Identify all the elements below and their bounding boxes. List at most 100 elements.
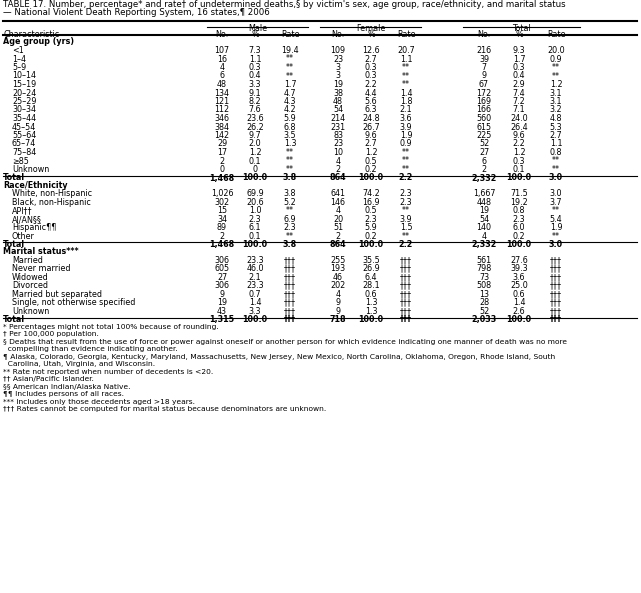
Text: 19: 19: [217, 298, 227, 307]
Text: 1.1: 1.1: [400, 55, 412, 63]
Text: 2.3: 2.3: [284, 223, 296, 232]
Text: 0.5: 0.5: [365, 157, 378, 165]
Text: 45–54: 45–54: [12, 123, 37, 132]
Text: 52: 52: [479, 139, 489, 148]
Text: **: **: [402, 148, 410, 157]
Text: 26.2: 26.2: [246, 123, 264, 132]
Text: %: %: [251, 30, 259, 39]
Text: ** Rate not reported when number of decedents is <20.: ** Rate not reported when number of dece…: [3, 369, 213, 375]
Text: 100.0: 100.0: [506, 240, 531, 249]
Text: **: **: [402, 232, 410, 241]
Text: 67: 67: [479, 80, 489, 89]
Text: Married but separated: Married but separated: [12, 290, 102, 299]
Text: 2.2: 2.2: [513, 139, 526, 148]
Text: 73: 73: [479, 273, 489, 282]
Text: Total: Total: [3, 174, 25, 183]
Text: **: **: [286, 206, 294, 215]
Text: 3.8: 3.8: [283, 174, 297, 183]
Text: **: **: [402, 72, 410, 81]
Text: 2: 2: [335, 165, 340, 174]
Text: 23: 23: [333, 55, 343, 63]
Text: 3.0: 3.0: [549, 240, 563, 249]
Text: 46.0: 46.0: [246, 264, 263, 273]
Text: 2: 2: [219, 232, 224, 241]
Text: compelling than evidence indicating another.: compelling than evidence indicating anot…: [3, 346, 178, 352]
Text: § Deaths that result from the use of force or power against oneself or another p: § Deaths that result from the use of for…: [3, 339, 567, 345]
Text: 2.0: 2.0: [249, 139, 262, 148]
Text: 4.3: 4.3: [284, 97, 296, 106]
Text: †††: †††: [550, 264, 562, 273]
Text: †††: †††: [400, 298, 412, 307]
Text: 3.7: 3.7: [550, 197, 562, 207]
Text: No.: No.: [478, 30, 490, 39]
Text: 169: 169: [476, 97, 492, 106]
Text: 23.3: 23.3: [246, 256, 264, 265]
Text: 3.0: 3.0: [550, 189, 562, 198]
Text: Divorced: Divorced: [12, 282, 48, 291]
Text: 29: 29: [217, 139, 227, 148]
Text: **: **: [552, 157, 560, 165]
Text: †††: †††: [400, 290, 412, 299]
Text: *** Includes only those decedents aged >18 years.: *** Includes only those decedents aged >…: [3, 398, 195, 404]
Text: †††: †††: [284, 298, 296, 307]
Text: 3.6: 3.6: [513, 273, 525, 282]
Text: 20.7: 20.7: [397, 46, 415, 55]
Text: 302: 302: [215, 197, 229, 207]
Text: 0.4: 0.4: [249, 72, 262, 81]
Text: 6.8: 6.8: [284, 123, 296, 132]
Text: 27: 27: [479, 148, 489, 157]
Text: 2.6: 2.6: [513, 307, 526, 316]
Text: 35.5: 35.5: [362, 256, 380, 265]
Text: †††: †††: [400, 282, 412, 291]
Text: 6.4: 6.4: [365, 273, 378, 282]
Text: 6: 6: [219, 72, 224, 81]
Text: 7.2: 7.2: [513, 97, 526, 106]
Text: 17: 17: [217, 148, 227, 157]
Text: TABLE 17. Number, percentage* and rate† of undetermined deaths,§ by victim's sex: TABLE 17. Number, percentage* and rate† …: [3, 0, 565, 9]
Text: 27: 27: [217, 273, 227, 282]
Text: ††† Rates cannot be computed for marital status because denominators are unknown: ††† Rates cannot be computed for marital…: [3, 406, 326, 412]
Text: No.: No.: [331, 30, 345, 39]
Text: 0.3: 0.3: [365, 63, 378, 72]
Text: † Per 100,000 population.: † Per 100,000 population.: [3, 331, 99, 337]
Text: 0: 0: [253, 165, 258, 174]
Text: 134: 134: [215, 88, 229, 97]
Text: 20.0: 20.0: [547, 46, 565, 55]
Text: 0.5: 0.5: [365, 206, 378, 215]
Text: 3.5: 3.5: [284, 131, 296, 140]
Text: 2.3: 2.3: [249, 215, 262, 224]
Text: 1–4: 1–4: [12, 55, 26, 63]
Text: Rate: Rate: [397, 30, 415, 39]
Text: 112: 112: [215, 106, 229, 114]
Text: §§ American Indian/Alaska Native.: §§ American Indian/Alaska Native.: [3, 384, 131, 390]
Text: 100.0: 100.0: [242, 240, 267, 249]
Text: 5–9: 5–9: [12, 63, 26, 72]
Text: 34: 34: [217, 215, 227, 224]
Text: * Percentages might not total 100% because of rounding.: * Percentages might not total 100% becau…: [3, 324, 219, 330]
Text: 0.8: 0.8: [550, 148, 562, 157]
Text: **: **: [286, 157, 294, 165]
Text: 4.7: 4.7: [284, 88, 296, 97]
Text: 5.6: 5.6: [365, 97, 378, 106]
Text: †††: †††: [284, 307, 296, 316]
Text: 43: 43: [217, 307, 227, 316]
Text: 12.6: 12.6: [362, 46, 380, 55]
Text: 5.3: 5.3: [550, 123, 562, 132]
Text: 202: 202: [330, 282, 345, 291]
Text: Female: Female: [356, 24, 385, 33]
Text: Unknown: Unknown: [12, 165, 49, 174]
Text: 9: 9: [219, 290, 224, 299]
Text: 641: 641: [331, 189, 345, 198]
Text: **: **: [552, 206, 560, 215]
Text: †††: †††: [400, 264, 412, 273]
Text: 1.2: 1.2: [550, 80, 562, 89]
Text: 1.8: 1.8: [400, 97, 412, 106]
Text: 20.6: 20.6: [246, 197, 264, 207]
Text: 508: 508: [476, 282, 492, 291]
Text: **: **: [552, 165, 560, 174]
Text: 8.2: 8.2: [249, 97, 262, 106]
Text: Carolina, Utah, Virginia, and Wisconsin.: Carolina, Utah, Virginia, and Wisconsin.: [3, 361, 155, 367]
Text: 15–19: 15–19: [12, 80, 37, 89]
Text: 4: 4: [219, 63, 224, 72]
Text: **: **: [552, 63, 560, 72]
